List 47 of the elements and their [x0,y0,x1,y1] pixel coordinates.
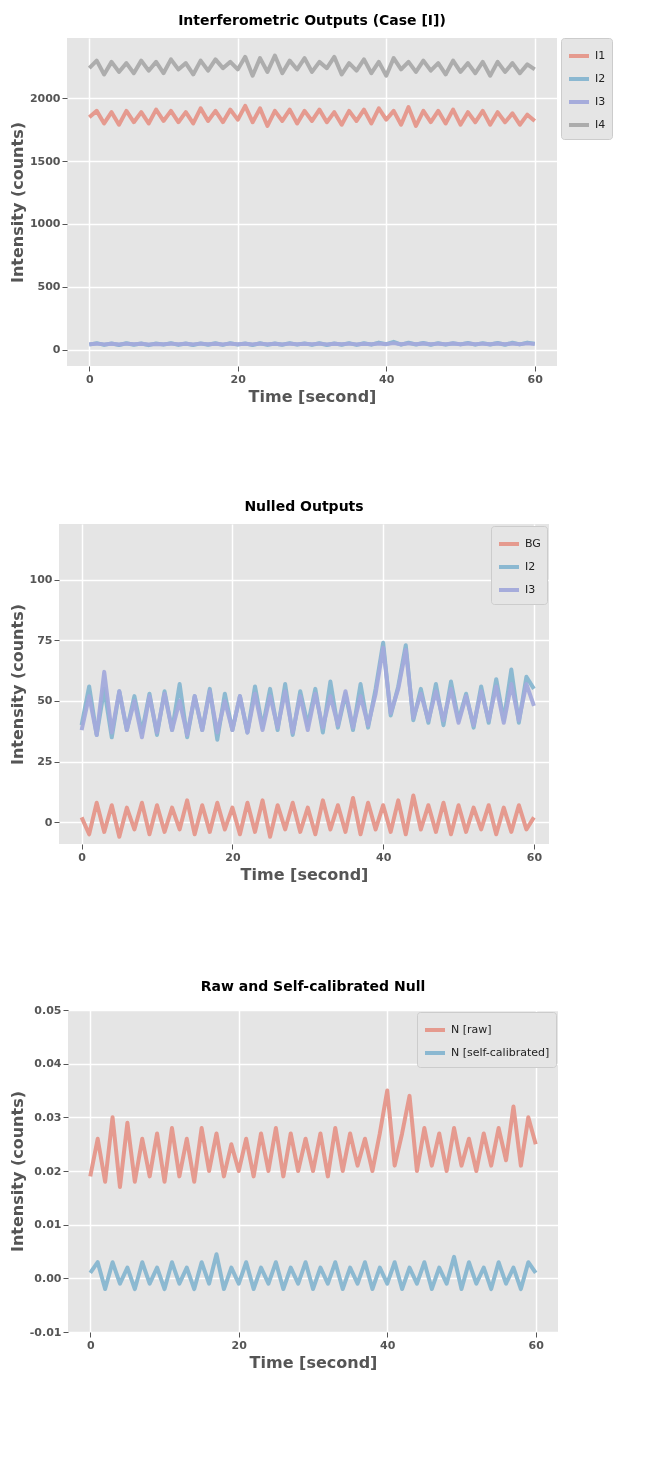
x-tick-label: 60 [526,850,543,864]
x-tick-label: 0 [78,850,87,864]
y-tick-label: 50 [37,694,53,708]
legend-label: I2 [595,72,606,85]
y-tick-label: 75 [37,633,53,647]
chart-title: Raw and Self-calibrated Null [200,978,426,994]
x-tick-label: 40 [380,1338,396,1352]
y-tick-label: -0.01 [29,1325,62,1339]
y-tick-label: 0.05 [34,1003,62,1017]
legend-label: I3 [595,95,606,108]
y-tick-label: 0.01 [34,1218,62,1232]
y-tick-label: 0.00 [34,1271,62,1285]
x-axis-title: Time [second] [248,386,377,406]
x-tick-label: 40 [379,372,395,386]
y-tick-label: 0 [44,815,53,829]
y-tick-label: 0 [52,343,61,357]
x-tick-label: 60 [528,1338,545,1352]
legend-label: I2 [525,560,536,573]
y-tick-label: 25 [37,755,53,769]
x-tick-label: 20 [225,850,241,864]
x-axis-title: Time [second] [240,864,369,884]
y-tick-label: 0.03 [34,1110,62,1124]
y-axis-title: Intensity (counts) [7,1091,27,1252]
legend-label: N [raw] [451,1023,492,1036]
x-tick-label: 0 [86,1338,95,1352]
x-tick-label: 20 [230,372,247,386]
x-tick-label: 20 [231,1338,248,1352]
x-tick-label: 0 [85,372,94,386]
legend-label: I4 [595,118,606,131]
chart-title: Interferometric Outputs (Case [I]) [178,11,446,28]
y-tick-label: 0.04 [34,1057,62,1071]
y-tick-label: 1000 [29,217,61,231]
y-axis-title: Intensity (counts) [7,122,27,283]
y-tick-label: 500 [37,280,61,294]
y-tick-label: 0.02 [34,1164,62,1178]
x-tick-label: 60 [527,372,544,386]
y-axis-title: Intensity (counts) [7,604,27,765]
legend-label: I3 [525,583,536,596]
legend-label: BG [525,537,541,550]
chart-title: Nulled Outputs [244,498,364,514]
x-tick-label: 40 [376,850,392,864]
y-tick-label: 100 [29,573,53,587]
y-tick-label: 2000 [29,91,61,105]
legend-label: I1 [595,49,606,62]
x-axis-title: Time [second] [249,1352,378,1372]
legend-label: N [self-calibrated] [451,1046,550,1059]
y-tick-label: 1500 [29,154,61,168]
